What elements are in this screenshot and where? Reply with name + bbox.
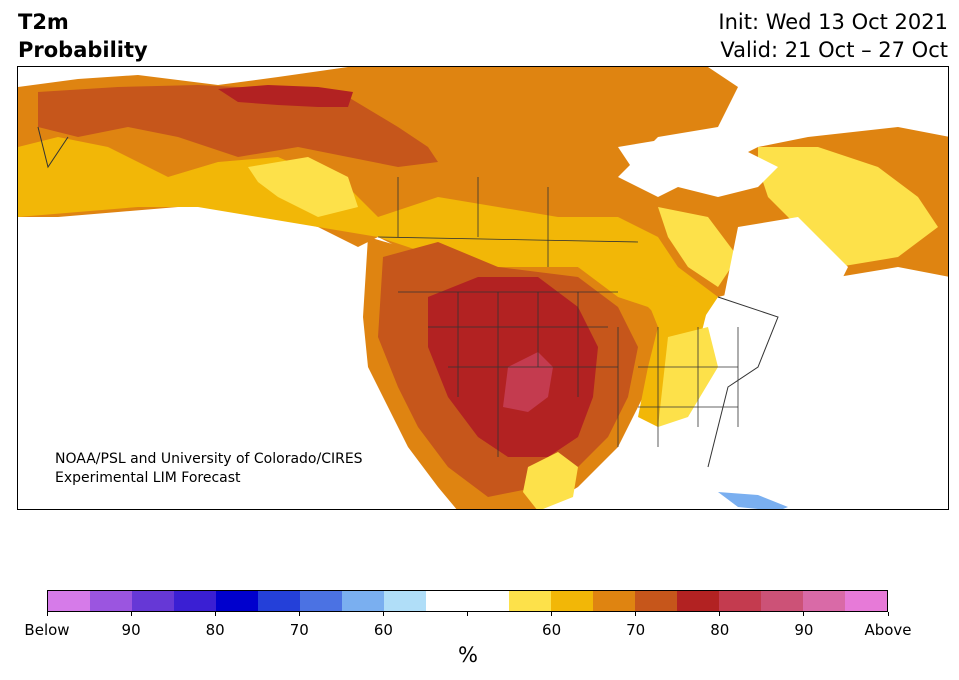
colorbar-tick-label: 80	[205, 621, 225, 639]
map-credit: NOAA/PSL and University of Colorado/CIRE…	[55, 450, 363, 488]
valid-dates: Valid: 21 Oct – 27 Oct	[720, 38, 948, 62]
colorbar-segment	[719, 591, 762, 611]
colorbar-tick-mark	[635, 612, 637, 616]
colorbar-tick-label: 70	[626, 621, 646, 639]
chart-title: T2m Probability	[18, 8, 148, 64]
forecast-map: NOAA/PSL and University of Colorado/CIRE…	[17, 66, 949, 510]
colorbar-segment	[803, 591, 846, 611]
colorbar-tick-mark	[130, 612, 132, 616]
colorbar-segment	[341, 591, 384, 611]
region-bc-55	[248, 157, 358, 217]
title-line-type: Probability	[18, 38, 148, 62]
region-caribbean-below	[718, 492, 788, 509]
colorbar-tick-mark	[467, 612, 468, 616]
region-mexico-55	[523, 452, 578, 509]
region-hudson-bay	[618, 137, 778, 197]
colorbar-segment	[89, 591, 132, 611]
region-quebec-55	[758, 147, 938, 267]
colorbar-tick-mark	[551, 612, 553, 616]
colorbar-tick-mark	[214, 612, 216, 616]
region-west-60	[18, 137, 718, 327]
title-line-variable: T2m	[18, 10, 69, 34]
colorbar-segment	[845, 591, 888, 611]
colorbar-tick-mark	[719, 612, 721, 616]
credit-line-1: NOAA/PSL and University of Colorado/CIRE…	[55, 451, 363, 467]
colorbar-tick-mark	[46, 612, 48, 616]
colorbar-segment	[425, 591, 468, 611]
colorbar-tick-mark	[382, 612, 384, 616]
region-northeast-neutral	[598, 217, 848, 509]
colorbar-tick-label: Below	[24, 621, 70, 639]
colorbar-segment	[215, 591, 258, 611]
credit-line-2: Experimental LIM Forecast	[55, 470, 241, 486]
colorbar-segment	[131, 591, 174, 611]
colorbar-segment	[383, 591, 426, 611]
colorbar	[47, 590, 888, 612]
colorbar-tick-label: 90	[121, 621, 141, 639]
colorbar-tick-label: 60	[373, 621, 393, 639]
colorbar-segment	[761, 591, 804, 611]
colorbar-segment	[635, 591, 678, 611]
colorbar-tick-mark	[298, 612, 300, 616]
colorbar-segment	[257, 591, 300, 611]
colorbar-tick-label: 80	[710, 621, 730, 639]
init-date: Init: Wed 13 Oct 2021	[718, 10, 948, 34]
colorbar-segment	[173, 591, 216, 611]
region-greatlakes-55	[658, 207, 738, 287]
north-america-map	[18, 67, 948, 509]
colorbar-tick-label: Above	[864, 621, 912, 639]
colorbar-segment	[299, 591, 342, 611]
colorbar-segment	[467, 591, 510, 611]
colorbar-unit: %	[458, 643, 478, 667]
colorbar-tick-mark	[887, 612, 889, 616]
colorbar-segment	[509, 591, 552, 611]
region-southeast-55	[658, 327, 718, 427]
colorbar-segment	[677, 591, 720, 611]
coastline	[37, 126, 779, 468]
colorbar-tick-label: 60	[542, 621, 562, 639]
boundary-lines	[377, 177, 739, 457]
colorbar-segment	[48, 591, 90, 611]
colorbar-tick-label: 90	[794, 621, 814, 639]
colorbar-segment	[551, 591, 594, 611]
forecast-dates: Init: Wed 13 Oct 2021 Valid: 21 Oct – 27…	[718, 8, 948, 64]
colorbar-tick-mark	[803, 612, 805, 616]
colorbar-segment	[593, 591, 636, 611]
region-alaska-80	[218, 85, 353, 107]
colorbar-tick-label: 70	[289, 621, 309, 639]
